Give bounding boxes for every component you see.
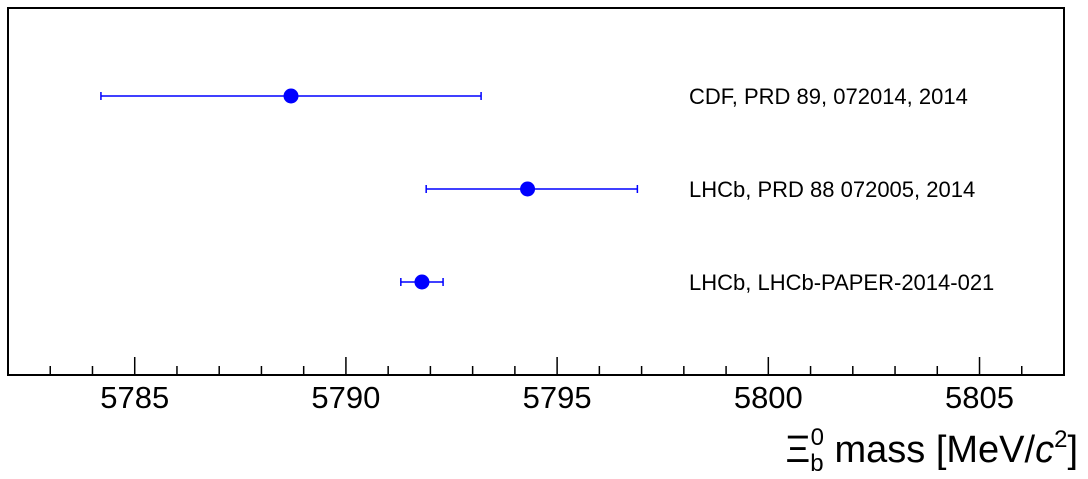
x-axis-title: Ξb0 mass [MeV/c2] xyxy=(786,424,1079,477)
axis-title-close: ] xyxy=(1067,429,1078,471)
plot-frame xyxy=(7,7,1065,376)
axis-title-italic: c xyxy=(1035,429,1054,471)
axis-title-symbol: Ξ xyxy=(786,429,811,471)
axis-title-superscript: 0 xyxy=(811,424,824,451)
point-marker xyxy=(414,274,430,290)
axis-title-subscript: b xyxy=(810,450,823,477)
x-axis-ticks xyxy=(7,357,1065,375)
point-marker xyxy=(520,181,536,197)
x-tick-label: 5805 xyxy=(945,380,1014,415)
point-label: LHCb, LHCb-PAPER-2014-021 xyxy=(689,270,994,295)
point-marker xyxy=(283,88,299,104)
data-points: CDF, PRD 89, 072014, 2014 LHCb, PRD 88 07… xyxy=(100,84,994,295)
data-point: CDF, PRD 89, 072014, 2014 xyxy=(100,84,968,109)
x-tick-label: 5790 xyxy=(311,380,380,415)
point-label: LHCb, PRD 88 072005, 2014 xyxy=(689,177,975,202)
x-tick-label: 5785 xyxy=(100,380,169,415)
axis-title-text: mass [MeV/ xyxy=(824,429,1036,471)
data-point: LHCb, PRD 88 072005, 2014 xyxy=(425,177,975,202)
x-axis-tick-labels: 5785 5790 5795 5800 5805 xyxy=(100,380,1014,415)
x-tick-label: 5800 xyxy=(734,380,803,415)
data-point: LHCb, LHCb-PAPER-2014-021 xyxy=(400,270,994,295)
axis-title-power: 2 xyxy=(1054,426,1067,453)
x-tick-label: 5795 xyxy=(523,380,592,415)
point-label: CDF, PRD 89, 072014, 2014 xyxy=(689,84,968,109)
